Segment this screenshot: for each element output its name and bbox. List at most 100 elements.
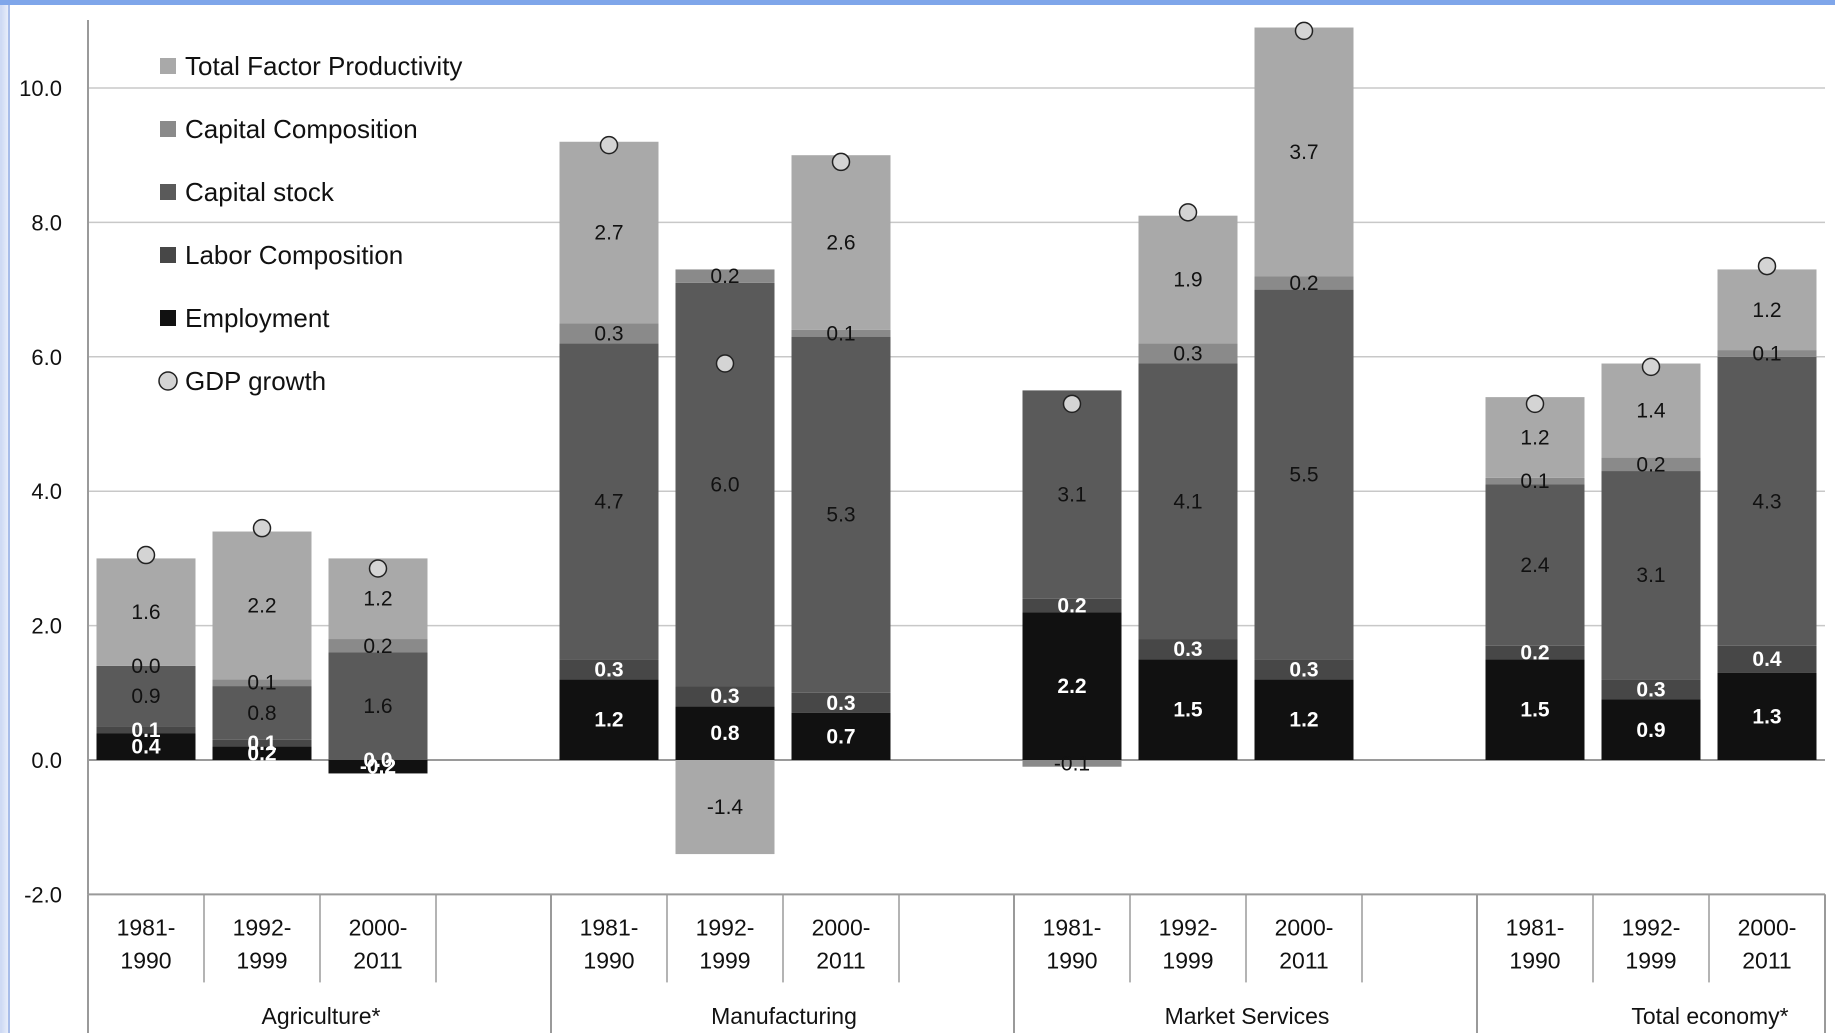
x-tick-label: 1990: [1046, 947, 1097, 973]
x-tick-label: 1999: [236, 947, 287, 973]
legend-label: Capital stock: [185, 177, 335, 207]
data-label: 3.7: [1289, 141, 1318, 164]
data-label: 0.3: [1636, 678, 1665, 701]
data-label: 0.1: [247, 672, 276, 695]
gdp-growth-marker: [252, 518, 272, 538]
data-label: 0.3: [1173, 342, 1202, 365]
bar-segment: [1485, 484, 1585, 646]
y-tick-label: 4.0: [31, 479, 62, 504]
data-label: 5.3: [826, 504, 855, 527]
legend-label: Capital Composition: [185, 114, 418, 144]
data-label: 1.6: [363, 695, 392, 718]
legend-label: Total Factor Productivity: [185, 51, 462, 81]
bar-segment: [328, 652, 428, 760]
data-label: 3.1: [1636, 564, 1665, 587]
x-tick-label: 2000-: [1738, 914, 1797, 940]
data-label: 1.3: [1752, 705, 1781, 728]
gdp-growth-marker: [715, 354, 735, 373]
bar-segment: [791, 155, 891, 330]
bar-segment: [1254, 659, 1354, 680]
x-tick-label: 2000-: [812, 914, 871, 940]
bar-segment: [212, 739, 312, 747]
legend-swatch: [160, 247, 176, 263]
bar-segment: [791, 692, 891, 713]
data-label: 0.4: [131, 736, 161, 759]
data-label: 0.9: [131, 685, 160, 708]
bar-segment: [212, 531, 312, 680]
y-tick-label: 0.0: [31, 748, 62, 773]
gdp-growth-marker: [599, 135, 619, 155]
bar-segment: [1138, 343, 1238, 364]
bars: [96, 27, 1817, 855]
bar-segment: [212, 746, 312, 760]
bar-segment: [1022, 390, 1122, 599]
data-label: 0.2: [1520, 641, 1549, 664]
legend-label: Employment: [185, 303, 330, 333]
bar-segment: [675, 686, 775, 707]
data-label: 4.7: [594, 490, 623, 513]
y-tick-label: 2.0: [31, 614, 62, 639]
bar-segment: [212, 686, 312, 740]
group-label: Agriculture*: [262, 1003, 381, 1029]
bar-segment: [1138, 215, 1238, 344]
bar-segment: [96, 733, 196, 760]
data-label: 6.0: [710, 473, 739, 496]
data-label: 2.2: [247, 594, 276, 617]
bar-segment: [559, 141, 659, 324]
bar-segment: [1717, 672, 1817, 760]
data-label: 0.3: [594, 658, 623, 681]
bar-segment: [1485, 659, 1585, 760]
data-label: 2.2: [1057, 675, 1086, 698]
data-label: 1.2: [1289, 709, 1318, 732]
gdp-growth-marker: [1641, 357, 1661, 377]
legend-swatch: [160, 121, 176, 137]
bar-segment: [1485, 477, 1585, 485]
group-label: Market Services: [1165, 1003, 1330, 1029]
x-tick-label: 1992-: [696, 914, 755, 940]
data-label: 4.1: [1173, 490, 1202, 513]
bar-segment: [328, 639, 428, 653]
gdp-growth-marker: [1062, 394, 1082, 414]
bar-segment: [675, 269, 775, 283]
data-label: 0.3: [826, 692, 855, 715]
x-tick-label: 1999: [1162, 947, 1213, 973]
data-label: 1.6: [131, 601, 160, 624]
bar-segment: [791, 336, 891, 693]
legend-swatch: [160, 58, 176, 74]
data-label: 0.1: [826, 322, 855, 345]
data-label: -0.1: [1054, 752, 1090, 775]
bar-segment: [1485, 645, 1585, 660]
x-tick-label: 1990: [120, 947, 171, 973]
y-tick-label: 10.0: [19, 76, 62, 101]
gdp-markers: [136, 21, 1777, 578]
bar-segment: [1254, 276, 1354, 290]
data-label: 1.5: [1520, 699, 1550, 722]
data-label: 0.1: [131, 719, 161, 742]
data-label: 0.3: [594, 322, 623, 345]
bar-segment: [1138, 659, 1238, 760]
bar-segment: [1022, 598, 1122, 613]
bar-segment: [212, 679, 312, 687]
data-labels: 0.40.10.90.01.60.20.10.80.12.2-0.20.01.6…: [131, 141, 1782, 819]
x-tick-label: 2011: [1742, 947, 1791, 973]
gdp-growth-marker: [1294, 21, 1314, 41]
bar-segment: [1138, 639, 1238, 660]
bar-segment: [559, 343, 659, 660]
x-tick-label: 2011: [353, 947, 402, 973]
bar-segment: [1601, 471, 1701, 680]
x-tick-label: 1999: [1625, 947, 1676, 973]
gdp-growth-marker: [368, 559, 388, 578]
data-label: 2.4: [1520, 554, 1550, 577]
x-tick-label: 1981-: [1043, 914, 1102, 940]
bar-segment: [1254, 289, 1354, 660]
legend-swatch: [160, 310, 176, 326]
data-label: 0.7: [826, 725, 855, 748]
x-tick-label: 1981-: [1506, 914, 1565, 940]
gdp-growth-marker: [831, 152, 851, 172]
bar-segment: [1717, 356, 1817, 646]
data-label: 0.0: [131, 655, 160, 678]
x-tick-label: 1992-: [233, 914, 292, 940]
bar-segment: [1022, 760, 1122, 767]
x-tick-label: 2011: [1279, 947, 1328, 973]
legend-swatch: [160, 184, 176, 200]
